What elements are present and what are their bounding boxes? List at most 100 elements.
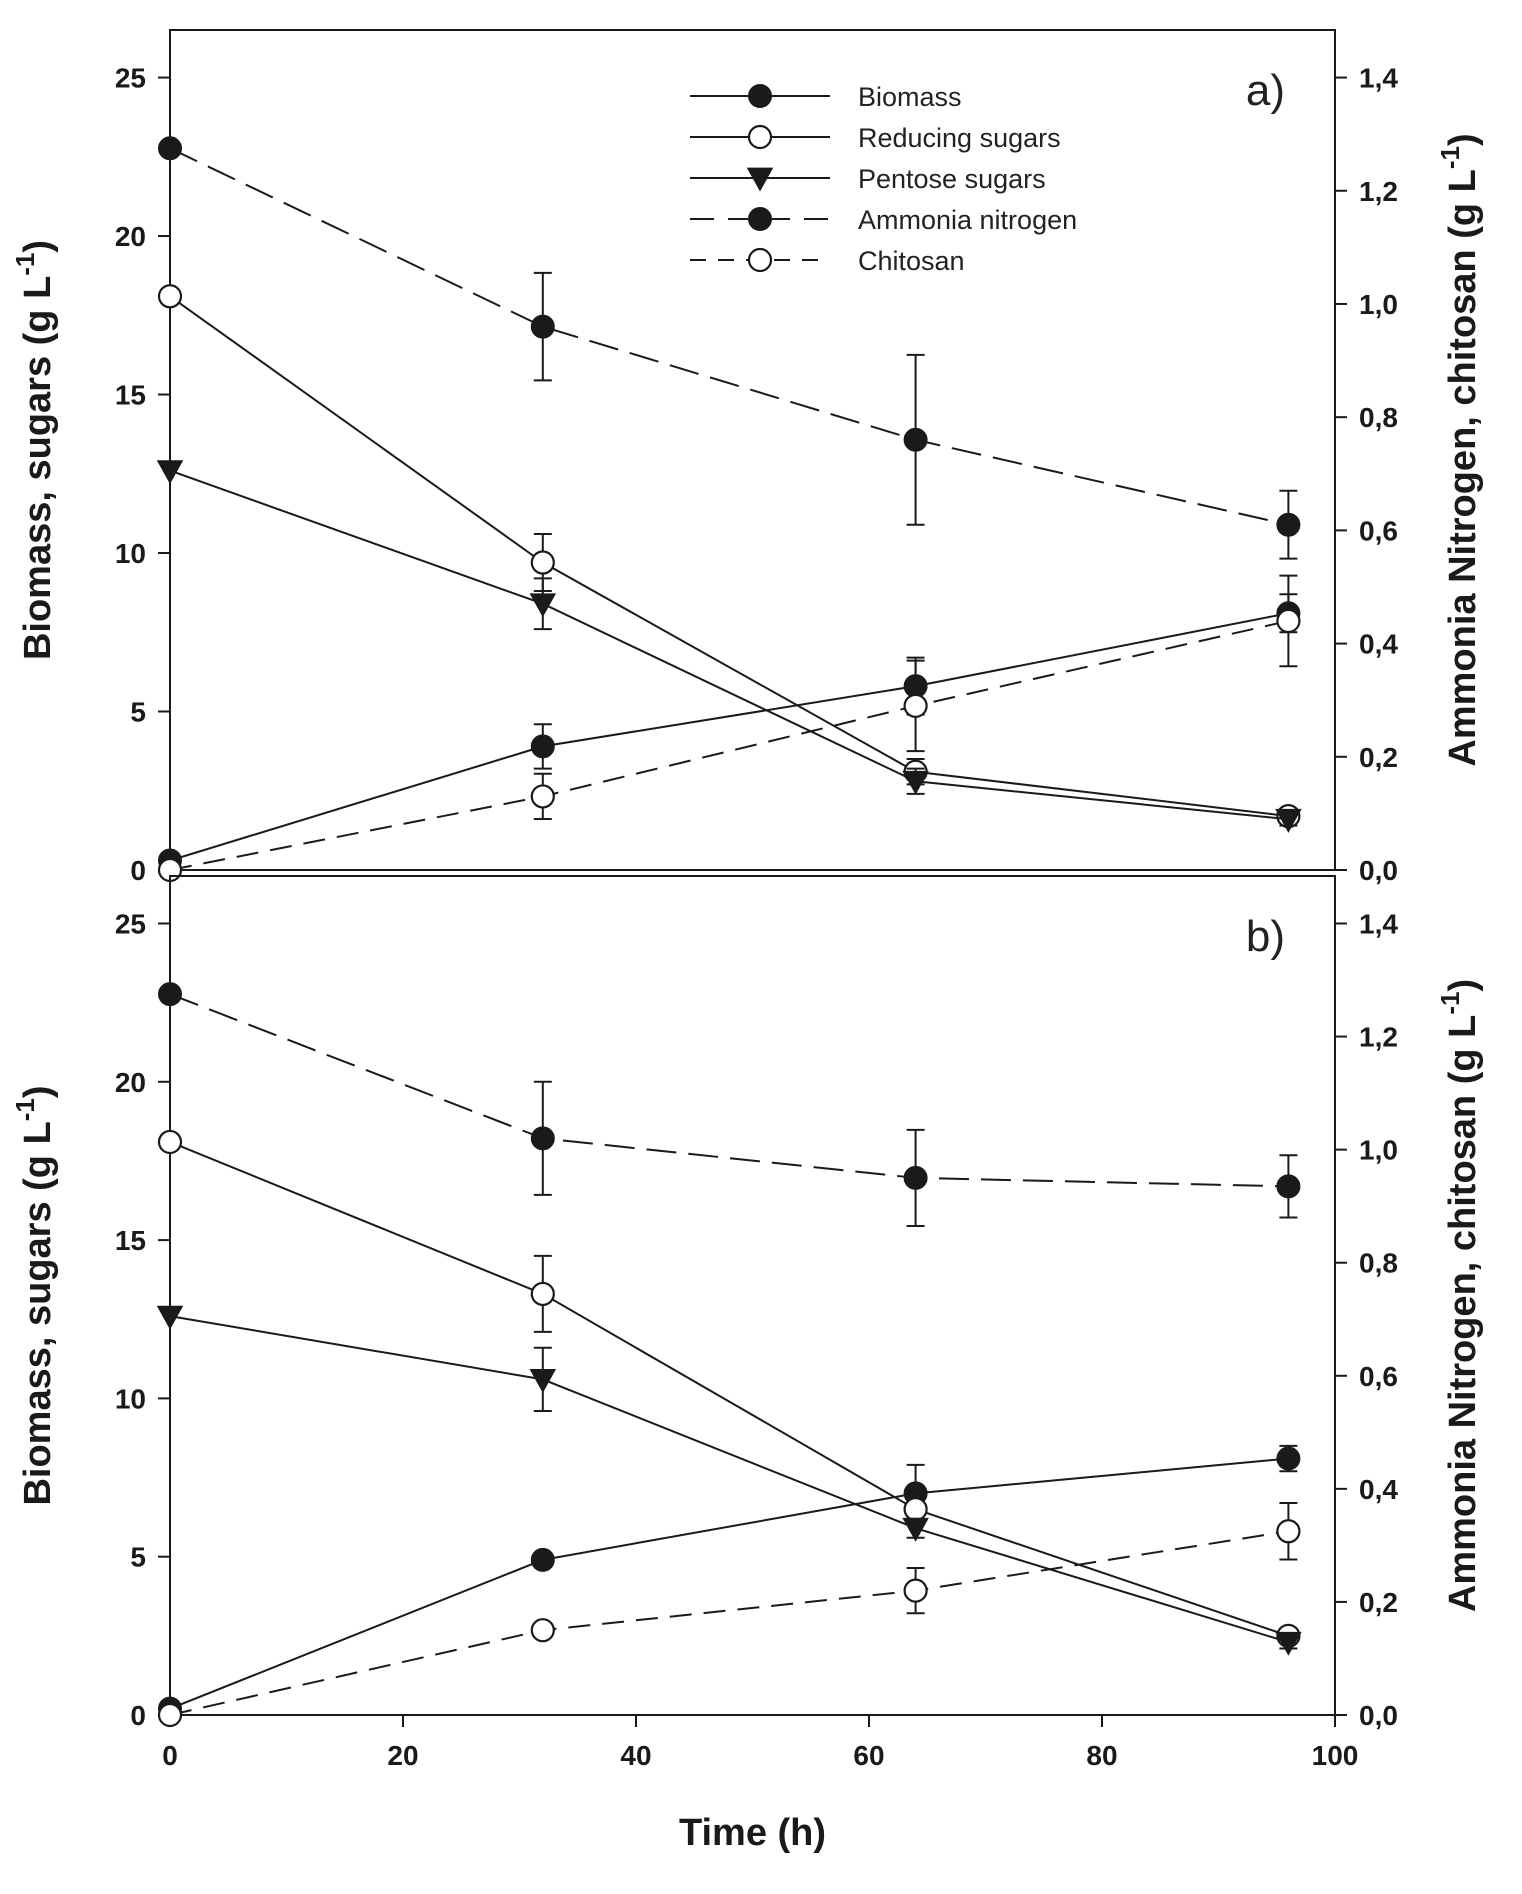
legend-label: Ammonia nitrogen <box>858 205 1077 235</box>
right-tick-label: 0,0 <box>1359 855 1398 886</box>
data-point <box>157 284 183 309</box>
data-point <box>529 593 557 618</box>
left-tick-label: 0 <box>130 1700 146 1731</box>
legend-marker <box>747 247 773 273</box>
right-tick-label: 1,4 <box>1359 63 1398 94</box>
data-point <box>902 1517 929 1542</box>
left-axis-title-exponent: -1 <box>10 1098 40 1121</box>
right-axis-title-exponent: -1 <box>1435 146 1465 169</box>
legend-label: Reducing sugars <box>858 123 1061 153</box>
data-point <box>903 693 928 718</box>
right-axis-title-close: ) <box>1442 133 1484 146</box>
x-tick-label: 80 <box>1086 1740 1117 1771</box>
data-point <box>1276 1519 1301 1544</box>
legend-label: Biomass <box>858 82 962 112</box>
left-tick-label: 5 <box>130 1542 146 1573</box>
x-tick-label: 40 <box>620 1740 651 1771</box>
left-axis-title-text: Biomass, sugars (g L <box>17 1121 59 1505</box>
data-point <box>1276 512 1301 537</box>
left-axis-title: Biomass, sugars (g L-1) <box>10 240 59 660</box>
data-point <box>530 1281 555 1307</box>
legend-label: Pentose sugars <box>858 164 1046 194</box>
legend-item: Ammonia nitrogen <box>690 205 1077 235</box>
legend-label: Chitosan <box>858 246 965 276</box>
series-line <box>169 619 1289 871</box>
right-tick-label: 0,6 <box>1359 515 1398 546</box>
legend-marker <box>746 167 774 192</box>
right-tick-label: 0,4 <box>1359 1474 1398 1505</box>
left-axis-title-close: ) <box>17 1085 59 1098</box>
series-line <box>169 1315 1289 1644</box>
right-tick-label: 0,2 <box>1359 742 1398 773</box>
data-point <box>157 1129 183 1155</box>
legend-marker <box>748 84 772 108</box>
data-point <box>530 314 555 339</box>
plot-frame <box>169 875 1336 1716</box>
legend-marker <box>747 124 773 150</box>
right-tick-label: 0,4 <box>1359 629 1398 660</box>
right-tick-label: 0,8 <box>1359 1248 1398 1279</box>
data-point <box>530 784 555 809</box>
left-tick-label: 10 <box>115 1383 146 1414</box>
data-point <box>530 1126 555 1151</box>
right-axis-title-text: Ammonia Nitrogen, chitosan (g L <box>1442 1015 1484 1612</box>
series-line <box>169 1457 1289 1710</box>
series-reducing-sugars <box>157 1129 1301 1648</box>
legend-marker <box>748 207 772 231</box>
legend-item: Chitosan <box>690 246 965 276</box>
series-biomass <box>158 593 1301 873</box>
data-point <box>156 460 184 485</box>
right-axis-title-exponent: -1 <box>1435 992 1465 1015</box>
series-chitosan <box>157 1501 1301 1728</box>
right-tick-label: 1,2 <box>1359 1022 1398 1053</box>
left-axis-title-text: Biomass, sugars (g L <box>17 276 59 660</box>
left-tick-label: 25 <box>115 63 146 94</box>
right-tick-label: 1,4 <box>1359 908 1398 939</box>
series-ammonia-nitrogen <box>158 136 1301 560</box>
data-point <box>530 1547 555 1572</box>
right-tick-label: 0,2 <box>1359 1587 1398 1618</box>
data-point <box>530 734 555 759</box>
right-axis-title-text: Ammonia Nitrogen, chitosan (g L <box>1442 169 1484 766</box>
right-axis-title-close: ) <box>1442 979 1484 992</box>
series-reducing-sugars <box>157 284 1301 829</box>
left-tick-label: 10 <box>115 538 146 569</box>
right-tick-label: 0,6 <box>1359 1361 1398 1392</box>
data-point <box>1275 1631 1302 1656</box>
left-tick-label: 20 <box>115 221 146 252</box>
data-point <box>1276 608 1301 634</box>
data-point <box>903 427 928 452</box>
data-point <box>903 1165 928 1190</box>
left-tick-label: 0 <box>130 855 146 886</box>
left-tick-label: 15 <box>115 1225 146 1256</box>
series-ammonia-nitrogen <box>158 982 1301 1227</box>
data-point <box>530 1618 555 1643</box>
series-chitosan <box>157 574 1301 883</box>
panel-label: a) <box>1246 66 1285 115</box>
data-point <box>903 1578 928 1603</box>
plot-frame <box>169 29 1336 871</box>
data-point <box>156 1305 184 1330</box>
right-tick-label: 0,0 <box>1359 1700 1398 1731</box>
left-axis-title-close: ) <box>17 240 59 253</box>
data-point <box>158 136 182 161</box>
x-tick-label: 20 <box>387 1740 418 1771</box>
legend-item: Reducing sugars <box>690 123 1061 153</box>
series-pentose-sugars <box>156 1305 1302 1656</box>
left-tick-label: 25 <box>115 908 146 939</box>
series-biomass <box>158 1444 1301 1721</box>
data-point <box>1275 808 1302 833</box>
left-axis-title-exponent: -1 <box>10 253 40 276</box>
x-tick-label: 100 <box>1312 1740 1359 1771</box>
panel-a: 0 5 10 15 20 25 0,0 0,2 0,4 0,6 0,8 1,0 1,2 1,4 Biomas… <box>10 29 1484 886</box>
right-tick-label: 1,0 <box>1359 1135 1398 1166</box>
data-point <box>157 1702 183 1728</box>
series-line <box>169 1530 1289 1716</box>
series-pentose-sugars <box>156 460 1302 833</box>
data-point <box>158 982 182 1007</box>
left-tick-label: 5 <box>130 697 146 728</box>
data-point <box>903 1497 928 1522</box>
series-line <box>169 1141 1289 1637</box>
